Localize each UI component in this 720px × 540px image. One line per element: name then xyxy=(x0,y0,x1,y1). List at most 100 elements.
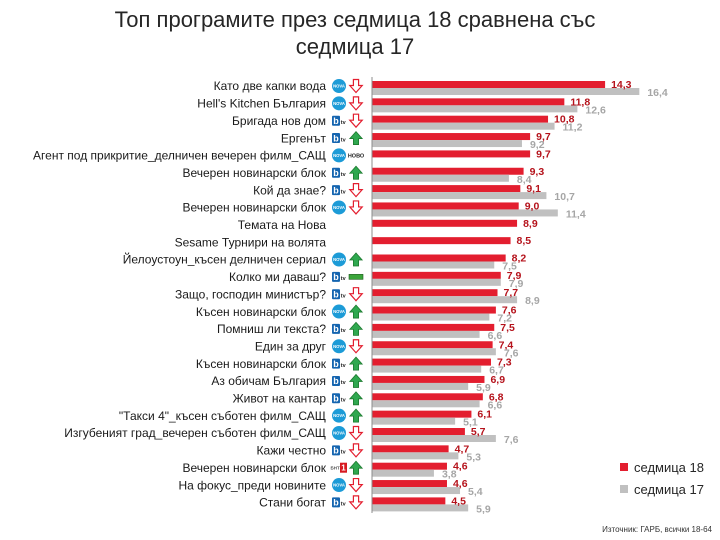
chart-row: Бригада нов дом b tv 10,811,2 xyxy=(232,113,583,134)
bnt1-logo-name: БНТ xyxy=(331,466,340,471)
bar-week17 xyxy=(372,122,555,130)
program-label: Кой да знае? xyxy=(253,183,326,197)
value-label-week18: 4,6 xyxy=(453,461,468,473)
bar-week18 xyxy=(372,341,493,349)
btv-logo-icon: b tv xyxy=(332,497,347,508)
value-label-week17: 7,9 xyxy=(509,278,524,290)
value-label-week18: 6,9 xyxy=(490,374,505,386)
no-change-icon xyxy=(348,274,364,280)
nova-logo-icon: NOVA xyxy=(332,339,346,354)
nova-logo-circle xyxy=(332,96,346,111)
legend-label-week17: седмица 17 xyxy=(634,481,704,497)
btv-logo-b: b xyxy=(333,133,339,143)
program-label: Изгубеният град_вечерен съботен филм_САЩ xyxy=(64,426,326,440)
value-label-week18: 7,6 xyxy=(502,305,517,317)
nova-logo-icon: NOVA xyxy=(332,79,346,93)
value-label-week18: 11,8 xyxy=(570,96,590,108)
value-label-week18: 4,6 xyxy=(453,478,468,490)
bar-week18 xyxy=(372,289,498,297)
btv-logo-b: b xyxy=(333,168,339,178)
bar-week18 xyxy=(372,185,521,193)
up-arrow-icon xyxy=(348,130,364,145)
value-label-week17: 7,6 xyxy=(504,347,519,359)
chart-row: Sesame Турнири на волята 8,5 xyxy=(175,235,532,249)
nova-logo-icon: NOVA xyxy=(332,426,346,440)
value-label-week18: 9,0 xyxy=(525,200,540,212)
chart-row: Стани богат b tv 4,5 5,9 xyxy=(259,495,491,515)
down-arrow-icon xyxy=(348,287,364,302)
bar-week18 xyxy=(372,254,506,262)
program-label: Темата на Нова xyxy=(238,218,327,232)
value-label-week18: 14,3 xyxy=(611,79,632,91)
nova-logo-circle xyxy=(332,252,346,267)
up-arrow-icon xyxy=(348,304,364,319)
value-label-week17: 6,7 xyxy=(489,365,504,377)
btv-logo-b: b xyxy=(333,394,339,404)
btv-logo-mark xyxy=(332,167,340,178)
nova-logo-text: NOVA xyxy=(333,309,345,314)
nova-logo-icon: NOVA xyxy=(332,148,346,163)
bar-week17 xyxy=(372,296,518,304)
value-label-week18: 7,9 xyxy=(507,270,522,282)
btv-logo-mark xyxy=(332,375,340,386)
program-label: Бригада нов дом xyxy=(232,114,326,128)
program-label: Вечерен новинарски блок xyxy=(182,166,326,180)
btv-logo-mark xyxy=(332,133,340,144)
program-label: Живот на кантар xyxy=(233,392,327,406)
value-label-week18: 7,3 xyxy=(497,357,512,369)
program-label: Късен новинарски блок xyxy=(196,357,327,371)
chart-row: Късен новинарски блок NOVA 7,67,2 xyxy=(196,304,517,325)
value-label-week18: 7,4 xyxy=(499,339,514,351)
down-arrow-icon xyxy=(348,477,364,493)
btv-logo-tv: tv xyxy=(341,328,347,334)
program-label: Като две капки вода xyxy=(214,79,327,93)
value-label-week18: 6,1 xyxy=(477,409,492,421)
chart-row: Защо, господин министър? b tv 7,7 8,9 xyxy=(175,287,540,307)
btv-logo-tv: tv xyxy=(341,137,347,143)
down-arrow-icon xyxy=(348,113,364,129)
up-arrow-icon xyxy=(348,460,364,475)
bar-week18 xyxy=(372,133,531,141)
btv-logo-tv: tv xyxy=(341,293,347,299)
value-label-week17: 7,6 xyxy=(504,434,519,446)
bar-week18 xyxy=(372,445,449,453)
value-label-week17: 8,9 xyxy=(525,295,540,307)
btv-logo-tv: tv xyxy=(341,398,347,404)
btv-logo-b: b xyxy=(333,272,339,282)
btv-logo-icon: b tv xyxy=(332,289,347,299)
value-label-week17: 12,6 xyxy=(585,104,606,116)
btv-logo-icon: b tv xyxy=(332,323,347,334)
program-label: Един за друг xyxy=(255,339,327,353)
btv-logo-icon: b tv xyxy=(332,445,347,456)
nova-logo-icon: NOVA xyxy=(332,96,346,111)
chart-row: Късен новинарски блок b tv 7,36,7 xyxy=(196,356,512,377)
btv-logo-mark xyxy=(332,358,340,369)
chart-row: На фокус_преди новините NOVA 4,65,4 xyxy=(178,477,483,498)
value-label-week18: 8,5 xyxy=(517,235,532,247)
btv-logo-b: b xyxy=(333,498,339,508)
nova-logo-circle xyxy=(332,408,346,423)
program-label: Hell's Kitchen България xyxy=(197,97,326,111)
nova-logo-text: NOVA xyxy=(333,205,345,210)
chart-row: Помниш ли текста? b tv 7,56,6 xyxy=(217,321,515,342)
value-label-week18: 7,7 xyxy=(504,287,519,299)
value-label-week18: 7,5 xyxy=(500,322,515,334)
program-label: Помниш ли текста? xyxy=(217,322,326,336)
down-arrow-icon xyxy=(348,200,364,215)
chart-title: Топ програмите през седмица 18 сравнена … xyxy=(114,7,596,59)
program-label: Йелоустоун_късен делничен сериал xyxy=(123,252,326,267)
legend-label-week18: седмица 18 xyxy=(634,459,704,475)
btv-logo-mark xyxy=(332,497,340,508)
bar-week17 xyxy=(372,140,522,148)
up-arrow-icon xyxy=(348,321,364,336)
bar-week17 xyxy=(372,105,578,113)
down-arrow-icon xyxy=(348,443,364,458)
value-label-week18: 8,9 xyxy=(523,218,538,230)
btv-logo-b: b xyxy=(333,116,339,126)
chart-row: Hell's Kitchen България NOVA 11,812,6 xyxy=(197,96,606,116)
btv-logo-mark xyxy=(332,271,340,282)
btv-logo-icon: b tv xyxy=(332,167,347,178)
btv-logo-tv: tv xyxy=(341,120,347,126)
value-label-week17: 9,2 xyxy=(530,139,545,151)
bar-week17 xyxy=(372,278,501,286)
